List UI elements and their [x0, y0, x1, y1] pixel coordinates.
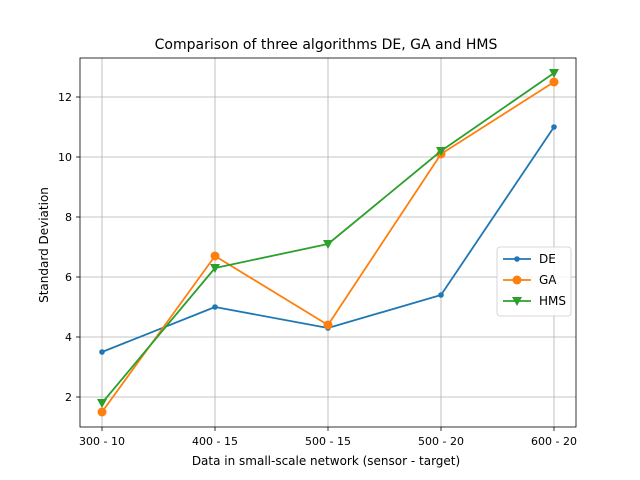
x-axis: 300 - 10 400 - 15 500 - 15 500 - 20 600 - 20	[79, 427, 577, 448]
data-point-hms	[210, 264, 220, 273]
data-point-de	[551, 124, 557, 130]
legend-marker-de	[514, 256, 520, 262]
x-tick-label: 300 - 10	[79, 435, 125, 448]
legend: DE GA HMS	[496, 246, 572, 317]
data-point-hms	[97, 399, 107, 408]
data-point-de	[212, 304, 218, 310]
y-tick-label: 2	[65, 391, 72, 404]
legend-item-hms: HMS	[503, 294, 566, 308]
y-tick-label: 4	[65, 331, 72, 344]
y-tick-label: 6	[65, 271, 72, 284]
x-tick-label: 500 - 15	[305, 435, 351, 448]
data-point-ga	[210, 251, 220, 261]
x-axis-label: Data in small-scale network (sensor - ta…	[192, 454, 460, 468]
data-point-ga	[323, 320, 333, 330]
data-point-de	[99, 349, 105, 355]
legend-marker-hms	[512, 297, 522, 306]
legend-item-ga: GA	[503, 273, 557, 287]
y-axis-label: Standard Deviation	[37, 187, 51, 303]
chart-title: Comparison of three algorithms DE, GA an…	[155, 37, 498, 53]
legend-label-de: DE	[539, 252, 556, 266]
data-point-ga	[549, 77, 559, 87]
series-hms	[97, 69, 559, 408]
y-tick-label: 10	[58, 151, 72, 164]
y-tick-label: 12	[58, 91, 72, 104]
data-point-de	[438, 292, 444, 298]
x-tick-label: 600 - 20	[531, 435, 577, 448]
y-axis: 2 4 6 8 10 12	[58, 91, 80, 404]
grid	[80, 58, 576, 427]
data-point-ga	[97, 407, 107, 417]
series-layer	[97, 69, 559, 417]
legend-item-de: DE	[503, 252, 556, 266]
legend-label-ga: GA	[539, 273, 557, 287]
data-point-hms	[549, 69, 559, 78]
x-tick-label: 500 - 20	[418, 435, 464, 448]
y-tick-label: 8	[65, 211, 72, 224]
legend-label-hms: HMS	[539, 294, 566, 308]
x-tick-label: 400 - 15	[192, 435, 238, 448]
data-point-hms	[323, 240, 333, 249]
series-ga	[97, 77, 559, 417]
legend-marker-ga	[512, 275, 522, 285]
data-point-hms	[436, 147, 446, 156]
